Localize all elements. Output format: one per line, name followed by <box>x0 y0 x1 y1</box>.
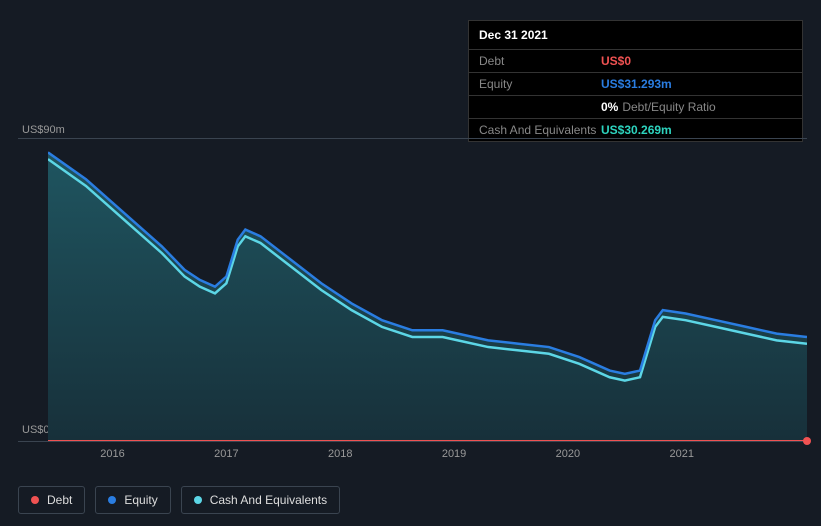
legend: Debt Equity Cash And Equivalents <box>18 486 340 514</box>
tooltip-row-suffix: Debt/Equity Ratio <box>622 100 715 114</box>
chart-svg <box>48 139 807 441</box>
tooltip-row-value: US$30.269m <box>601 123 792 137</box>
y-axis-max-label: US$90m <box>22 124 65 136</box>
tooltip-row-label: Equity <box>479 77 601 91</box>
tooltip-row: 0%Debt/Equity Ratio <box>469 95 802 118</box>
x-tick-label: 2018 <box>328 448 352 460</box>
legend-dot-icon <box>31 496 39 504</box>
area-fill <box>48 152 807 441</box>
tooltip-row-value: US$31.293m <box>601 77 792 91</box>
legend-item[interactable]: Equity <box>95 486 170 514</box>
tooltip-row-label: Debt <box>479 54 601 68</box>
chart-plot-area[interactable] <box>18 138 807 442</box>
legend-label: Cash And Equivalents <box>210 493 327 507</box>
legend-item[interactable]: Debt <box>18 486 85 514</box>
data-tooltip: Dec 31 2021 DebtUS$0EquityUS$31.293m0%De… <box>468 20 803 142</box>
tooltip-date: Dec 31 2021 <box>469 21 802 49</box>
tooltip-row-label <box>479 100 601 114</box>
tooltip-row-label: Cash And Equivalents <box>479 123 601 137</box>
x-tick-label: 2019 <box>442 448 466 460</box>
legend-label: Debt <box>47 493 72 507</box>
x-tick-label: 2017 <box>214 448 238 460</box>
tooltip-row-value: 0%Debt/Equity Ratio <box>601 100 792 114</box>
tooltip-row: DebtUS$0 <box>469 49 802 72</box>
legend-dot-icon <box>108 496 116 504</box>
series-end-dot <box>803 437 811 445</box>
x-tick-label: 2021 <box>670 448 694 460</box>
legend-label: Equity <box>124 493 157 507</box>
x-axis: 2016 2017 2018 2019 2020 2021 <box>48 448 807 464</box>
tooltip-row-value: US$0 <box>601 54 792 68</box>
x-tick-label: 2020 <box>556 448 580 460</box>
x-tick-label: 2016 <box>100 448 124 460</box>
legend-item[interactable]: Cash And Equivalents <box>181 486 340 514</box>
tooltip-row: EquityUS$31.293m <box>469 72 802 95</box>
legend-dot-icon <box>194 496 202 504</box>
